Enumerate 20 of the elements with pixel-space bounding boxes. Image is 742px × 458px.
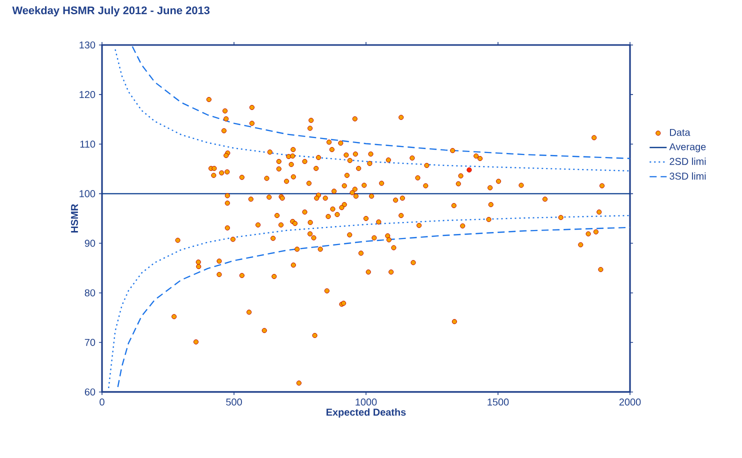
y-tick-label: 90 (84, 240, 96, 247)
y-tick-label: 70 (84, 338, 96, 346)
legend-label: Data (670, 128, 690, 136)
x-tick-label: 1000 (356, 398, 377, 406)
y-tick-label: 130 (80, 41, 96, 49)
legend-label: Average (669, 143, 706, 152)
chart-title: Weekday HSMR July 2012 - June 2013 (12, 6, 210, 16)
y-axis-title: HSMR (70, 204, 78, 232)
x-tick-label: 0 (100, 398, 104, 406)
x-axis-title: Expected Deaths (326, 408, 406, 418)
y-tick-label: 100 (80, 190, 96, 198)
x-tick-label: 2000 (619, 398, 641, 406)
y-tick-label: 60 (84, 388, 96, 396)
legend-label: 2SD limi (670, 158, 706, 165)
y-tick-label: 120 (80, 91, 96, 98)
x-tick-label: 500 (226, 398, 242, 406)
y-tick-label: 80 (84, 289, 96, 296)
y-tick-label: 110 (80, 140, 96, 148)
x-tick-label: 1500 (488, 398, 509, 406)
legend-label: 3SD limi (670, 172, 706, 180)
